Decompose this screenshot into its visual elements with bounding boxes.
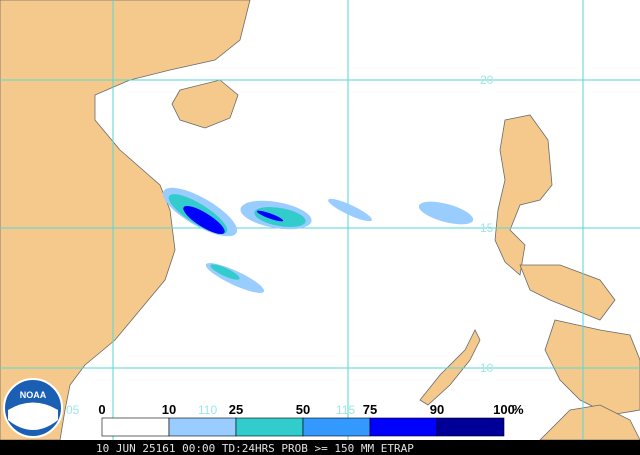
- logo-text: NOAA: [20, 390, 47, 400]
- visayas: [519, 264, 616, 321]
- luzon: [494, 114, 553, 276]
- hainan: [171, 79, 239, 129]
- legend-swatch: [101, 417, 170, 437]
- prob-area: [254, 207, 306, 227]
- legend-label: 10: [162, 402, 176, 417]
- prob-area: [418, 201, 474, 225]
- graticule: [0, 0, 640, 440]
- legend-label: 100: [493, 402, 515, 417]
- lat-label: 15: [480, 221, 494, 235]
- legend-swatch: [168, 417, 237, 437]
- legend-label: 75: [363, 402, 377, 417]
- prob-area: [328, 198, 372, 222]
- probability-areas: [162, 187, 474, 293]
- prob-area: [256, 210, 284, 222]
- logo-wave: [8, 402, 58, 430]
- prob-area: [210, 264, 240, 280]
- caption: 10 JUN 25161 00:00 TD:24HRS PROB >= 150 …: [96, 442, 414, 455]
- legend-label: 90: [430, 402, 444, 417]
- caption-bar: [0, 440, 640, 455]
- legend-swatch: [369, 417, 438, 437]
- lon-label: 115: [336, 403, 355, 417]
- legend-label: 25: [229, 402, 243, 417]
- legend-label: 0: [98, 402, 105, 417]
- noaa-logo: NOAA: [3, 378, 63, 438]
- legend-unit: %: [512, 402, 524, 417]
- legend-swatch: [436, 417, 505, 437]
- lon-label: 110: [198, 403, 217, 417]
- legend-swatch: [235, 417, 304, 437]
- legend-label: 50: [296, 402, 310, 417]
- lat-label: 05: [66, 403, 80, 417]
- legend: 0 10 25 50 75 90 100%: [98, 402, 524, 437]
- prob-area: [183, 205, 225, 235]
- lat-label: 20: [480, 73, 494, 87]
- mainland: [0, 0, 251, 441]
- legend-swatch: [302, 417, 371, 437]
- lat-label: 10: [480, 361, 494, 375]
